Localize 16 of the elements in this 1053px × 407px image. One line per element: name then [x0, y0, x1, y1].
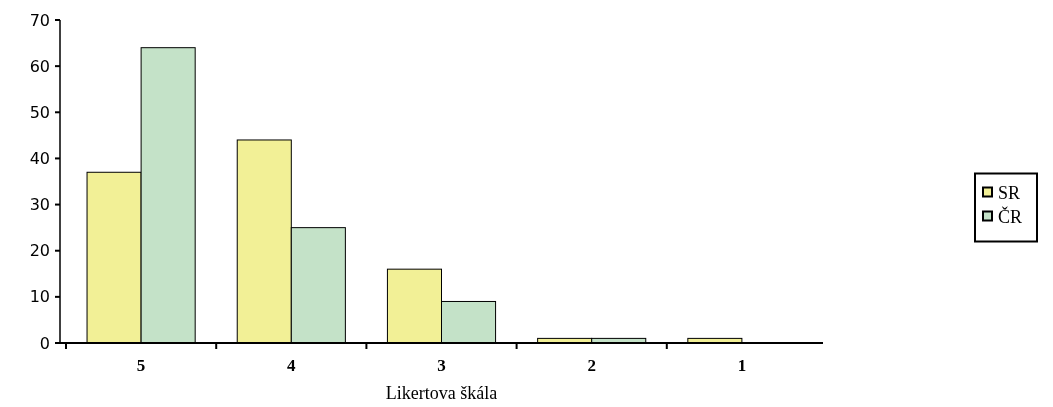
y-tick-label: 0: [39, 333, 50, 353]
x-tick-label: 5: [136, 356, 146, 375]
x-tick-label: 2: [587, 356, 596, 375]
x-tick-label: 1: [737, 356, 747, 375]
y-tick-label: 60: [29, 56, 50, 76]
y-tick-label: 30: [29, 195, 50, 215]
y-tick-label: 40: [29, 149, 50, 169]
x-axis-title: Likertova škála: [385, 383, 498, 403]
x-tick-label: 4: [287, 356, 297, 375]
x-tick-label: 3: [437, 356, 446, 375]
y-tick-label: 50: [29, 102, 50, 122]
y-tick-label: 20: [29, 241, 50, 261]
legend-label: ČR: [998, 205, 1023, 227]
y-tick-label: 10: [29, 287, 50, 307]
legend-label: SR: [998, 182, 1021, 203]
y-tick-label: 70: [29, 10, 50, 30]
